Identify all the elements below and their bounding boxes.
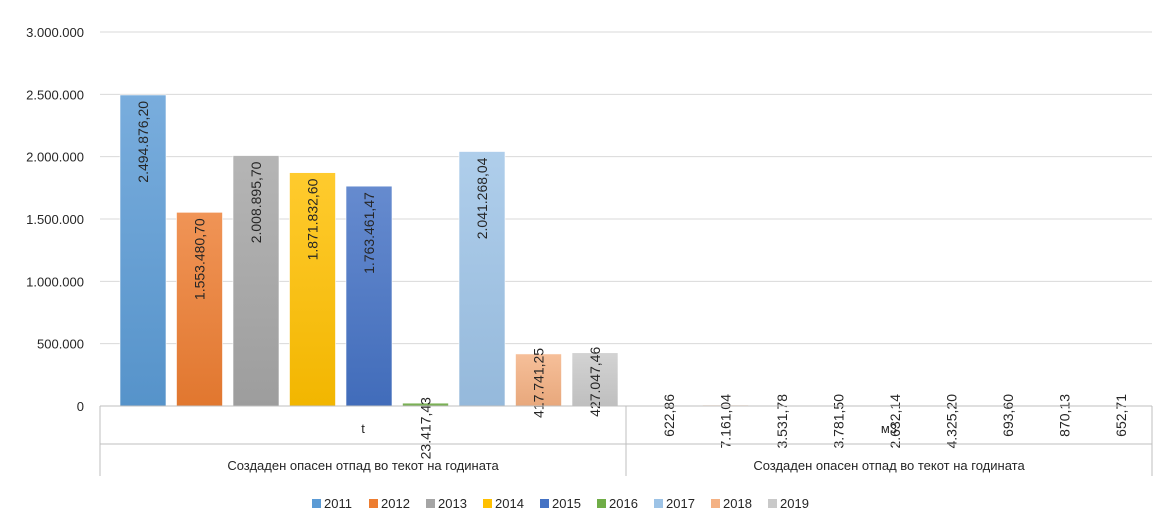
- legend-label: 2015: [552, 496, 581, 511]
- data-label-2014-м3: 3.781,50: [831, 394, 847, 449]
- legend-item-2014: 2014: [483, 496, 524, 511]
- legend-label: 2017: [666, 496, 695, 511]
- y-tick-label: 2.500.000: [26, 87, 84, 102]
- data-label-2015-м3: 2.632,14: [887, 394, 903, 449]
- legend-label: 2011: [324, 496, 352, 511]
- x-category-unit: t: [361, 421, 365, 436]
- data-label-2018-t: 417.741,25: [531, 348, 547, 418]
- data-label-2015-t: 1.763.461,47: [361, 192, 377, 274]
- bar-2014-t: [289, 172, 336, 407]
- legend: 2011 2012 2013 2014 2015 2016 2017 2018 2019: [312, 496, 809, 511]
- legend-item-2015: 2015: [540, 496, 581, 511]
- y-tick-label: 500.000: [37, 337, 84, 352]
- legend-swatch: [369, 499, 378, 508]
- legend-label: 2019: [780, 496, 809, 511]
- data-label-2012-м3: 7.161,04: [718, 394, 734, 449]
- y-tick-label: 3.000.000: [26, 25, 84, 40]
- legend-swatch: [483, 499, 492, 508]
- bar-2017-t: [458, 151, 506, 407]
- legend-item-2012: 2012: [369, 496, 410, 511]
- data-label-2013-t: 2.008.895,70: [248, 161, 264, 243]
- y-tick-label: 1.000.000: [26, 274, 84, 289]
- data-label-2012-t: 1.553.480,70: [192, 218, 208, 300]
- bar-2013-t: [232, 155, 280, 407]
- data-label-2019-м3: 652,71: [1113, 394, 1129, 437]
- y-tick-label: 1.500.000: [26, 212, 84, 227]
- bar-2015-t: [345, 185, 393, 407]
- legend-item-2011: 2011: [312, 496, 352, 511]
- data-label-2017-t: 2.041.268,04: [474, 157, 490, 239]
- legend-swatch: [768, 499, 777, 508]
- bars: [119, 94, 1145, 407]
- legend-label: 2013: [438, 496, 467, 511]
- bar-2019-t: [571, 352, 619, 407]
- legend-item-2019: 2019: [768, 496, 809, 511]
- data-label-2011-м3: 622,86: [661, 394, 677, 437]
- legend-swatch: [312, 499, 321, 508]
- legend-swatch: [597, 499, 606, 508]
- x-axis: t Создаден опасен отпад во текот на годин…: [99, 405, 1153, 476]
- legend-item-2018: 2018: [711, 496, 752, 511]
- y-tick-label: 0: [77, 399, 84, 414]
- legend-label: 2016: [609, 496, 638, 511]
- x-category-label: Создаден опасен отпад во текот на година…: [753, 458, 1025, 473]
- legend-label: 2014: [495, 496, 524, 511]
- legend-swatch: [654, 499, 663, 508]
- legend-swatch: [426, 499, 435, 508]
- data-label-2014-t: 1.871.832,60: [305, 178, 321, 260]
- legend-label: 2018: [723, 496, 752, 511]
- data-label-2018-м3: 870,13: [1057, 394, 1073, 437]
- x-category-label: Создаден опасен отпад во текот на година…: [227, 458, 499, 473]
- data-label-2013-м3: 3.531,78: [774, 394, 790, 449]
- legend-label: 2012: [381, 496, 410, 511]
- data-label-2019-t: 427.047,46: [587, 347, 603, 417]
- y-tick-label: 2.000.000: [26, 150, 84, 165]
- legend-swatch: [540, 499, 549, 508]
- bar-2012-t: [176, 212, 223, 407]
- data-label-2011-t: 2.494.876,20: [135, 101, 151, 183]
- legend-item-2016: 2016: [597, 496, 638, 511]
- data-label-2016-м3: 4.325,20: [944, 394, 960, 449]
- y-axis: 0 500.000 1.000.000 1.500.000 2.000.000 2.500…: [26, 25, 84, 414]
- legend-item-2017: 2017: [654, 496, 695, 511]
- legend-item-2013: 2013: [426, 496, 467, 511]
- data-label-2017-м3: 693,60: [1000, 394, 1016, 437]
- legend-swatch: [711, 499, 720, 508]
- x-category-unit: м3: [881, 421, 897, 436]
